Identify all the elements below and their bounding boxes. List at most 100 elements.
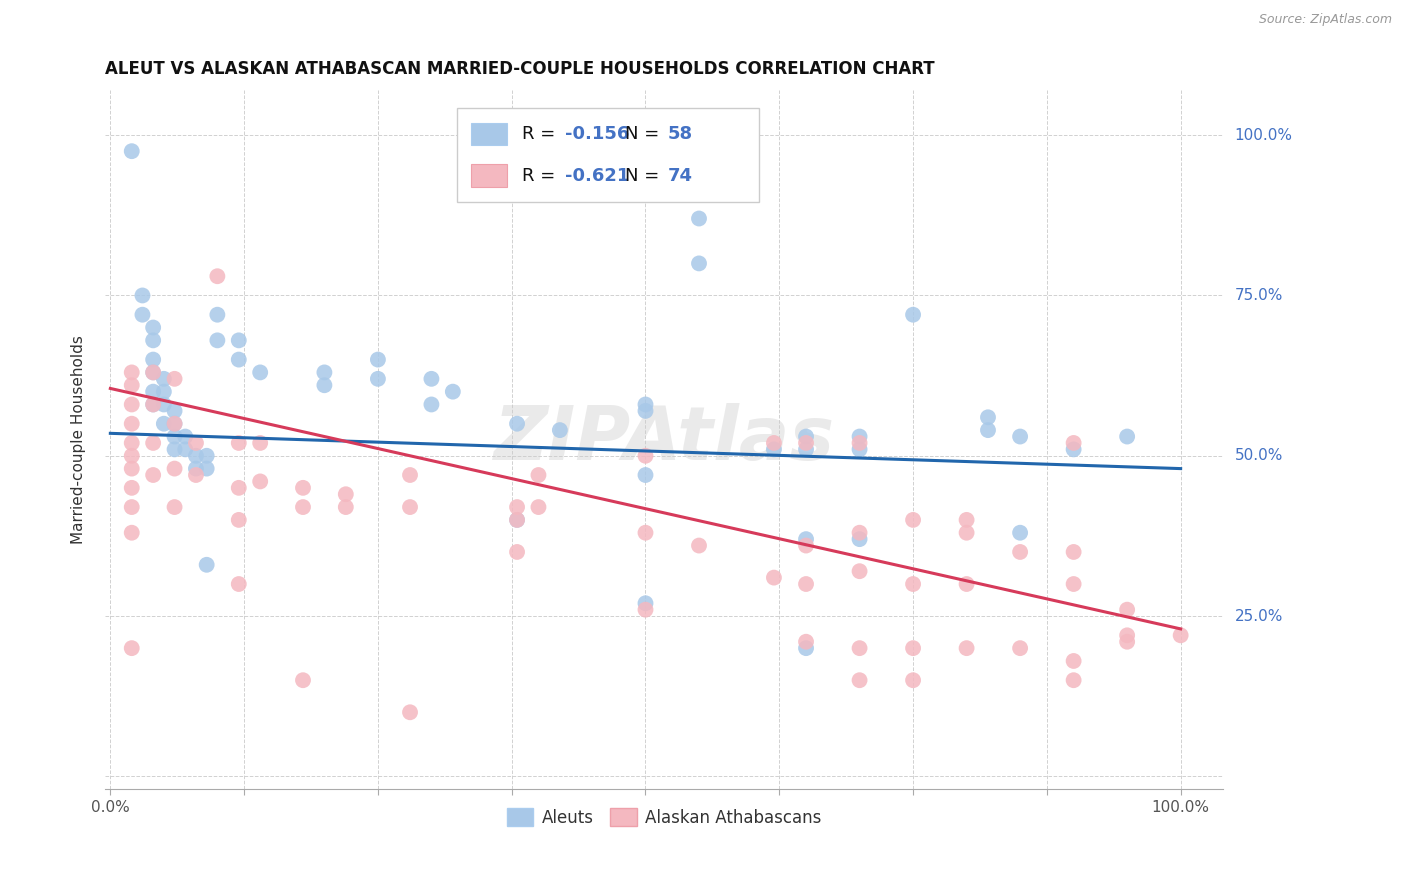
Point (794, 436, 817, 450)
Point (1010, 525, 1032, 540)
Point (506, 545, 529, 559)
Point (121, 378, 143, 392)
Point (195, 449, 218, 463)
Point (335, 500, 357, 514)
Point (848, 673, 870, 688)
Point (634, 596, 657, 610)
Point (399, 468, 422, 483)
Point (901, 513, 924, 527)
Point (142, 397, 165, 411)
FancyBboxPatch shape (457, 108, 759, 202)
Point (527, 468, 550, 483)
Legend: Aleuts, Alaskan Athabascans: Aleuts, Alaskan Athabascans (501, 802, 828, 833)
Text: R =: R = (522, 167, 561, 185)
Point (174, 429, 197, 443)
Text: 25.0%: 25.0% (1234, 608, 1282, 624)
Point (121, 144, 143, 158)
Point (314, 366, 336, 380)
Point (249, 366, 271, 380)
Point (163, 372, 186, 386)
Point (762, 442, 785, 457)
Text: 74: 74 (668, 167, 693, 185)
Point (367, 372, 389, 386)
Point (249, 475, 271, 489)
Point (762, 436, 785, 450)
Point (142, 397, 165, 411)
Point (142, 352, 165, 367)
Point (1170, 628, 1192, 642)
Point (1116, 628, 1139, 642)
Point (121, 366, 143, 380)
Point (548, 423, 571, 437)
Point (142, 320, 165, 334)
Point (794, 641, 817, 656)
Point (1063, 442, 1085, 457)
Point (121, 397, 143, 411)
Text: ALEUT VS ALASKAN ATHABASCAN MARRIED-COUPLE HOUSEHOLDS CORRELATION CHART: ALEUT VS ALASKAN ATHABASCAN MARRIED-COUP… (105, 60, 935, 78)
Point (228, 334, 250, 348)
Point (399, 500, 422, 514)
Point (121, 641, 143, 656)
Point (794, 577, 817, 591)
Text: ZIPAtlas: ZIPAtlas (494, 403, 835, 476)
Point (901, 673, 924, 688)
Point (901, 641, 924, 656)
Point (794, 429, 817, 443)
Y-axis label: Married-couple Households: Married-couple Households (72, 335, 86, 544)
Point (848, 532, 870, 546)
Point (207, 334, 229, 348)
Text: 58: 58 (668, 125, 693, 143)
Text: N =: N = (626, 167, 665, 185)
Point (184, 436, 207, 450)
Point (163, 500, 186, 514)
Point (292, 673, 315, 688)
Point (1010, 429, 1032, 443)
Point (955, 525, 977, 540)
Point (153, 372, 176, 386)
Point (848, 564, 870, 578)
Point (184, 468, 207, 483)
Point (142, 468, 165, 483)
Point (848, 525, 870, 540)
Point (420, 397, 443, 411)
Point (314, 378, 336, 392)
Text: -0.621: -0.621 (565, 167, 628, 185)
Point (121, 500, 143, 514)
Point (848, 429, 870, 443)
Point (901, 308, 924, 322)
Point (848, 436, 870, 450)
Point (184, 461, 207, 475)
Point (1063, 436, 1085, 450)
Point (163, 461, 186, 475)
Point (292, 500, 315, 514)
Point (163, 442, 186, 457)
Point (955, 513, 977, 527)
Point (506, 513, 529, 527)
Point (634, 449, 657, 463)
Point (228, 513, 250, 527)
Text: 100.0%: 100.0% (1234, 128, 1292, 143)
Point (1116, 602, 1139, 616)
Point (163, 417, 186, 431)
Point (527, 500, 550, 514)
Point (901, 577, 924, 591)
Point (688, 539, 710, 553)
Point (794, 634, 817, 648)
Point (228, 577, 250, 591)
Point (335, 487, 357, 501)
Point (1063, 545, 1085, 559)
Point (153, 384, 176, 399)
Point (1063, 654, 1085, 668)
Point (848, 641, 870, 656)
Point (153, 397, 176, 411)
Point (1116, 634, 1139, 648)
Point (153, 417, 176, 431)
Point (634, 468, 657, 483)
Point (794, 442, 817, 457)
Point (228, 436, 250, 450)
Point (1063, 577, 1085, 591)
Point (142, 366, 165, 380)
Point (367, 352, 389, 367)
Point (688, 211, 710, 226)
Point (228, 481, 250, 495)
